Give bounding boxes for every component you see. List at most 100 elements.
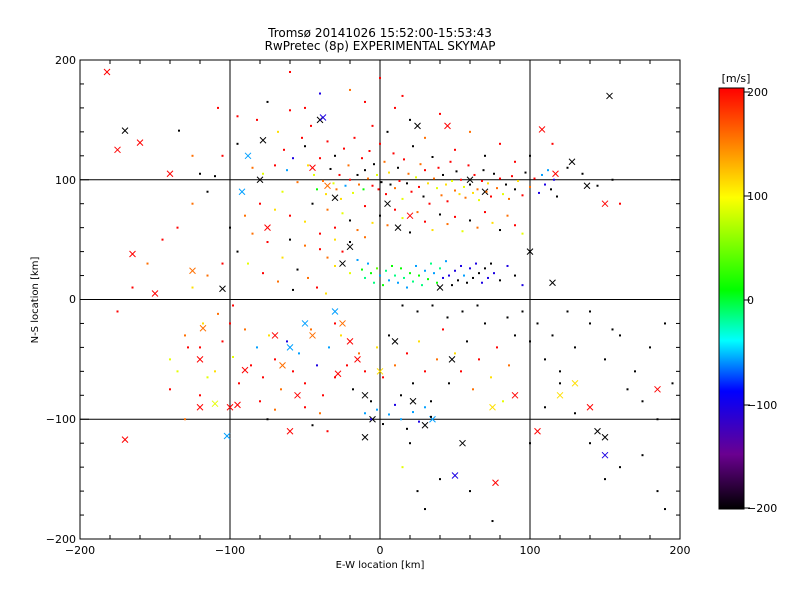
x-marker <box>448 356 456 363</box>
dot-marker <box>442 173 444 176</box>
dot-marker <box>424 169 426 172</box>
dot-marker <box>529 340 531 343</box>
dot-marker <box>529 442 531 445</box>
dot-marker <box>431 155 434 158</box>
dot-marker <box>439 267 441 270</box>
dot-marker <box>379 274 381 277</box>
dot-marker <box>262 376 264 379</box>
dot-marker <box>274 208 276 211</box>
axis-ticks <box>79 59 681 540</box>
dot-marker <box>430 262 432 265</box>
dot-marker <box>484 211 486 214</box>
dot-marker <box>334 238 336 241</box>
dot-marker <box>409 272 411 275</box>
dot-marker <box>199 394 201 397</box>
dot-marker <box>356 229 359 232</box>
dot-marker <box>499 177 501 180</box>
dot-marker <box>431 304 434 307</box>
dot-marker <box>502 400 504 403</box>
dot-marker <box>424 406 426 409</box>
dot-marker <box>461 310 464 313</box>
dot-marker <box>236 250 239 253</box>
dot-marker <box>340 334 342 337</box>
dot-marker <box>202 322 204 325</box>
dot-marker <box>428 202 431 205</box>
dot-marker <box>394 274 396 277</box>
dot-marker <box>289 109 291 112</box>
x-marker <box>319 114 327 121</box>
x-marker <box>151 290 159 297</box>
dot-marker <box>412 145 414 148</box>
dot-marker <box>619 334 621 337</box>
dot-marker <box>344 184 347 187</box>
dot-marker <box>266 418 269 421</box>
dot-marker <box>191 286 194 289</box>
dot-marker <box>176 226 179 229</box>
dot-marker <box>328 346 330 349</box>
dot-marker <box>505 183 507 186</box>
dot-marker <box>349 219 351 222</box>
dot-marker <box>343 147 345 150</box>
dot-marker <box>319 248 321 251</box>
y-tick-label: −200 <box>46 533 76 546</box>
dot-marker <box>373 281 375 284</box>
dot-marker <box>221 154 224 157</box>
x-marker <box>354 356 361 363</box>
dot-marker <box>161 238 164 241</box>
dot-marker <box>274 358 276 361</box>
dot-marker <box>641 400 644 403</box>
colorbar-tick-label: −200 <box>747 502 777 515</box>
dot-marker <box>401 217 404 220</box>
dot-marker <box>409 442 411 445</box>
dot-marker <box>472 276 474 279</box>
dot-marker <box>656 490 659 493</box>
dot-marker <box>400 394 402 397</box>
dot-marker <box>416 211 419 214</box>
dot-marker <box>466 340 468 343</box>
dot-marker <box>484 322 486 325</box>
x-marker <box>238 188 246 196</box>
dot-marker <box>349 178 351 181</box>
y-tick-label: 200 <box>55 54 76 67</box>
dot-marker <box>376 346 378 349</box>
dot-marker <box>311 202 314 205</box>
dot-marker <box>481 179 483 182</box>
dot-marker <box>371 124 374 127</box>
dot-marker <box>464 196 467 199</box>
data-points <box>103 68 674 523</box>
dot-marker <box>478 358 480 361</box>
dot-marker <box>436 358 438 361</box>
dot-marker <box>454 189 456 192</box>
dot-marker <box>217 106 219 109</box>
dot-marker <box>289 214 291 217</box>
dot-marker <box>524 171 527 174</box>
dot-marker <box>436 187 438 190</box>
dot-marker <box>484 154 486 157</box>
dot-marker <box>322 179 324 182</box>
dot-marker <box>422 195 425 198</box>
dot-marker <box>298 352 300 355</box>
dot-marker <box>454 269 456 272</box>
dot-marker <box>460 370 462 373</box>
dot-marker <box>280 388 282 391</box>
dot-marker <box>383 160 386 163</box>
dot-marker <box>475 262 477 265</box>
dot-marker <box>431 229 434 232</box>
dot-marker <box>334 264 336 267</box>
dot-marker <box>559 382 561 385</box>
dot-marker <box>326 208 329 211</box>
dot-marker <box>469 219 471 222</box>
dot-marker <box>493 172 495 175</box>
dot-marker <box>247 262 249 265</box>
dot-marker <box>388 171 390 174</box>
dot-marker <box>292 157 294 160</box>
colorbar-tick-label: 200 <box>747 86 768 99</box>
x-marker <box>211 400 219 408</box>
x-marker <box>309 332 316 339</box>
dot-marker <box>521 310 524 313</box>
dot-marker <box>376 267 378 270</box>
dot-marker <box>664 322 666 325</box>
dot-marker <box>611 178 614 181</box>
dot-marker <box>476 304 479 307</box>
dot-marker <box>217 312 219 315</box>
